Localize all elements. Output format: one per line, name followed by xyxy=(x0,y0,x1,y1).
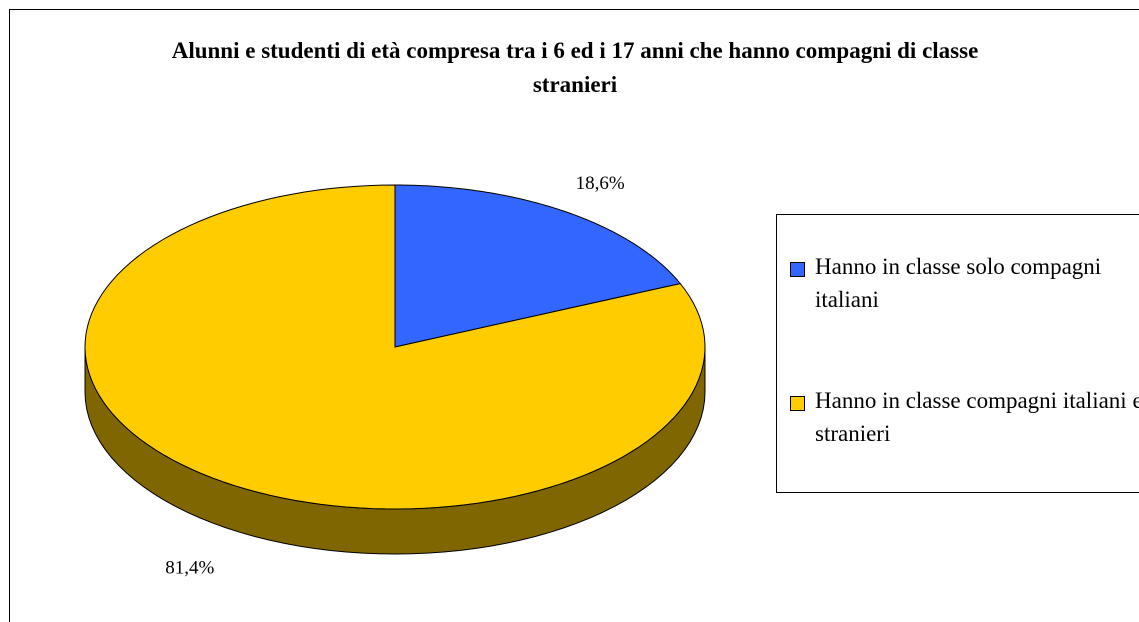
slice xyxy=(84,184,706,510)
data-label: 81,4% xyxy=(165,558,214,579)
data-label: 18,6% xyxy=(576,173,625,194)
legend-box xyxy=(776,214,1139,493)
legend-label: Hanno in classe solo compagni italiani xyxy=(815,254,1102,312)
slice xyxy=(394,184,682,348)
chart-title: Alunni e studenti di età compresa tra i … xyxy=(171,38,979,97)
legend-swatch xyxy=(790,396,805,411)
legend-label: Hanno in classe compagni italiani e stra… xyxy=(815,388,1139,446)
legend-swatch xyxy=(790,262,805,277)
